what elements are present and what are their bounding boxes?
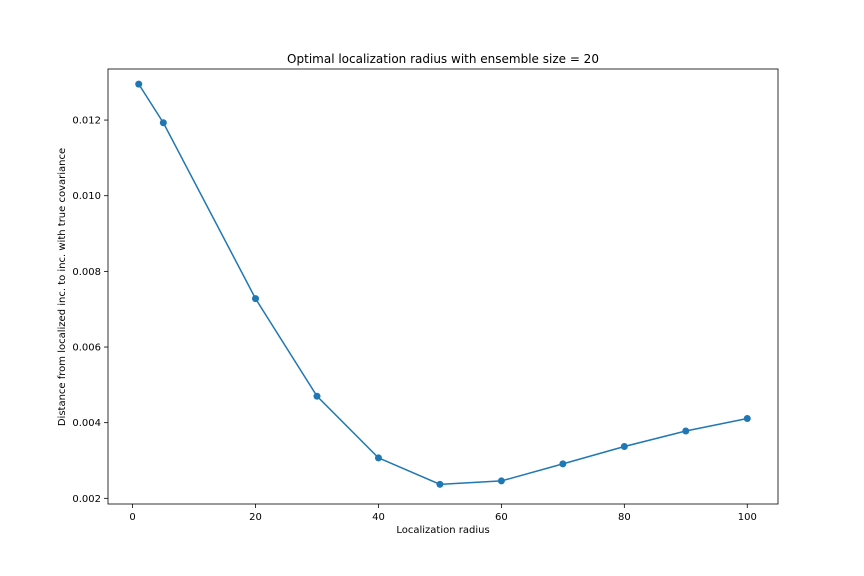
data-point bbox=[620, 443, 628, 451]
data-point bbox=[682, 427, 690, 435]
data-point bbox=[252, 295, 260, 303]
axis-ticks: 0 20 40 60 80 100 0.002 0.004 0.006 0.008 0.010 0.0… bbox=[72, 116, 756, 523]
chart-title: Optimal localization radius with ensembl… bbox=[287, 52, 599, 66]
x-tick-label: 40 bbox=[372, 512, 385, 523]
x-tick-label: 60 bbox=[495, 512, 508, 523]
plot-area bbox=[135, 80, 751, 488]
y-tick-label: 0.012 bbox=[72, 116, 101, 127]
y-tick-label: 0.002 bbox=[72, 494, 101, 505]
x-axis-label: Localization radius bbox=[396, 525, 489, 536]
x-tick-label: 20 bbox=[249, 512, 262, 523]
x-tick-label: 0 bbox=[129, 512, 135, 523]
data-point bbox=[135, 80, 143, 88]
y-tick-label: 0.008 bbox=[72, 267, 101, 278]
data-point bbox=[374, 454, 382, 462]
y-tick-label: 0.004 bbox=[72, 418, 101, 429]
data-point bbox=[159, 119, 167, 127]
data-point bbox=[313, 392, 321, 400]
y-axis-label: Distance from localized inc. to inc. wit… bbox=[57, 148, 68, 426]
axes-frame bbox=[107, 68, 779, 505]
data-point bbox=[559, 460, 567, 468]
x-tick-label: 100 bbox=[738, 512, 757, 523]
data-point bbox=[436, 480, 444, 488]
data-point bbox=[497, 477, 505, 485]
x-tick-label: 80 bbox=[618, 512, 631, 523]
y-tick-label: 0.010 bbox=[72, 191, 101, 202]
y-tick-label: 0.006 bbox=[72, 343, 101, 354]
data-point bbox=[743, 415, 751, 423]
